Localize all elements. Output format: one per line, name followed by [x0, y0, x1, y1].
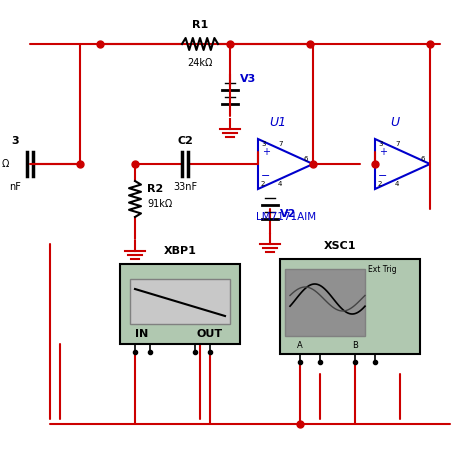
- Text: 24kΩ: 24kΩ: [187, 58, 213, 68]
- Text: IN: IN: [136, 329, 149, 339]
- Text: U: U: [391, 116, 400, 129]
- Text: U1: U1: [269, 116, 287, 129]
- Text: 33nF: 33nF: [173, 182, 197, 192]
- Text: 4: 4: [395, 181, 400, 187]
- Text: 7: 7: [395, 141, 400, 147]
- Bar: [280, 259, 420, 354]
- Text: C2: C2: [177, 136, 193, 146]
- Text: Ext Trig: Ext Trig: [368, 264, 397, 273]
- Text: XSC1: XSC1: [324, 241, 356, 251]
- Text: OUT: OUT: [197, 329, 223, 339]
- Text: 4: 4: [278, 181, 283, 187]
- Text: −: −: [261, 171, 271, 181]
- Text: XBP1: XBP1: [164, 246, 196, 256]
- Text: 6: 6: [420, 156, 425, 162]
- Bar: [130, 279, 230, 324]
- Text: +: +: [379, 147, 387, 157]
- Text: R2: R2: [147, 184, 163, 194]
- Text: nF: nF: [9, 182, 21, 192]
- Bar: [120, 264, 240, 344]
- Text: 2: 2: [378, 181, 383, 187]
- Text: Ω: Ω: [1, 159, 9, 169]
- Bar: [285, 269, 365, 336]
- Text: 3: 3: [378, 141, 383, 147]
- Text: 6: 6: [303, 156, 308, 162]
- Text: 2: 2: [261, 181, 265, 187]
- Text: V2: V2: [280, 209, 296, 219]
- Text: −: −: [378, 171, 388, 181]
- Text: LM7171AIM: LM7171AIM: [256, 212, 316, 222]
- Text: +: +: [262, 147, 270, 157]
- Text: B: B: [352, 341, 358, 350]
- Text: 3: 3: [11, 136, 19, 146]
- Text: 3: 3: [261, 141, 265, 147]
- Text: A: A: [297, 341, 303, 350]
- Text: 91kΩ: 91kΩ: [147, 199, 172, 209]
- Text: R1: R1: [192, 20, 208, 30]
- Text: 7: 7: [278, 141, 283, 147]
- Text: V3: V3: [240, 74, 256, 84]
